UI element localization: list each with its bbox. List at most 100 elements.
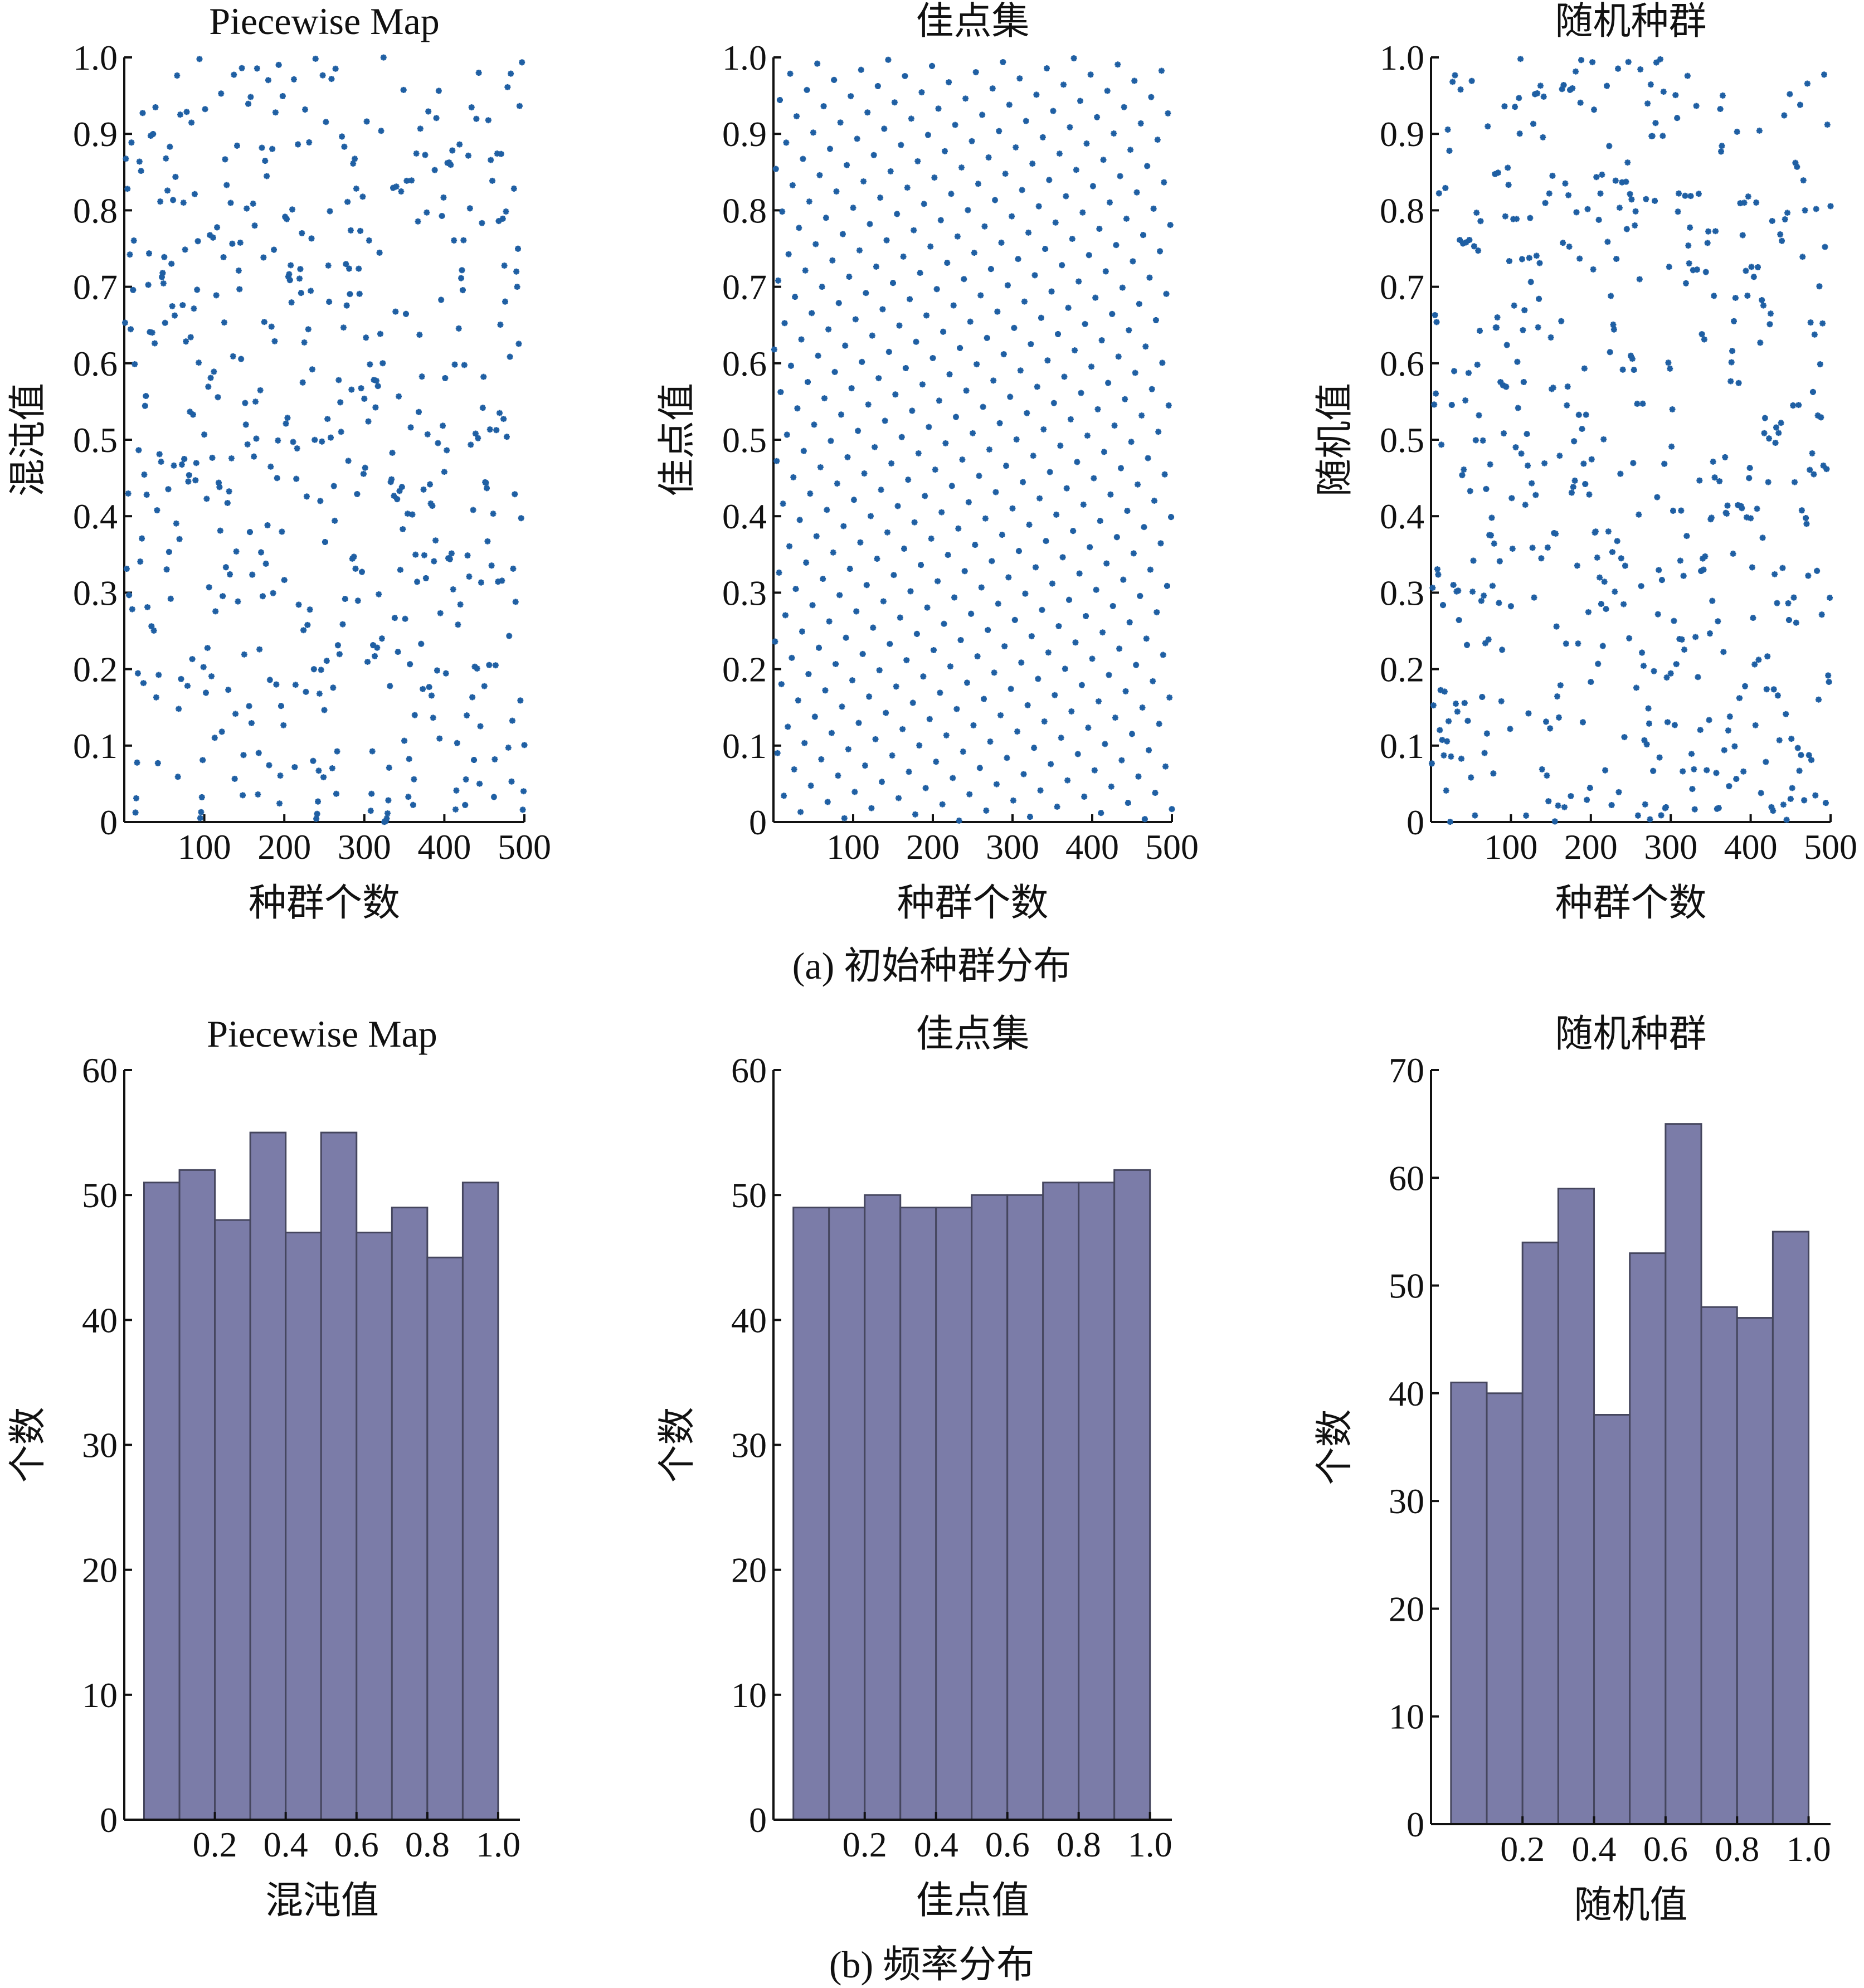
scatter-point [967, 318, 974, 325]
scatter-point [1698, 331, 1705, 338]
scatter-point [495, 218, 502, 225]
scatter-point [1481, 750, 1488, 756]
scatter-point [1579, 719, 1586, 726]
scatter-point [1654, 611, 1661, 618]
scatter-point [836, 592, 843, 599]
scatter-point [842, 342, 849, 349]
scatter-point [1447, 818, 1453, 825]
scatter-point [825, 326, 832, 333]
scatter-point [232, 711, 239, 717]
histogram-bar [356, 1231, 393, 1821]
scatter-point [1166, 694, 1173, 701]
scatter-point [1434, 566, 1440, 572]
scatter-point [320, 774, 327, 781]
scatter-point [1544, 544, 1551, 551]
scatter-point [1565, 192, 1572, 198]
scatter-point [451, 361, 458, 368]
scatter-point [890, 280, 896, 286]
scatter-point [463, 776, 469, 782]
scatter-point [1642, 801, 1648, 808]
scatter-point [1440, 752, 1447, 759]
scatter-point [1573, 209, 1580, 216]
scatter-point [204, 645, 211, 652]
scatter-point [173, 520, 179, 527]
scatter-point [1717, 106, 1724, 113]
scatter-point [1521, 307, 1528, 314]
scatter-point [848, 385, 855, 392]
scatter-point [833, 188, 840, 195]
scatter-point [1630, 460, 1637, 466]
y-tick-label: 0.5 [722, 420, 767, 460]
scatter-point [1671, 618, 1677, 624]
scatter-point [225, 687, 232, 693]
scatter-point [1547, 334, 1554, 341]
scatter-point [516, 103, 523, 109]
scatter-point [1633, 684, 1640, 691]
scatter-point [505, 744, 512, 751]
scatter-point [1608, 293, 1614, 299]
scatter-point [1048, 288, 1055, 295]
scatter-point [1537, 82, 1544, 89]
scatter-point [462, 801, 469, 808]
scatter-point [1730, 318, 1737, 324]
scatter-point [1429, 585, 1436, 591]
x-tick-label: 300 [338, 827, 391, 867]
scatter-point [464, 552, 471, 559]
scatter-point [870, 624, 877, 631]
scatter-point [163, 566, 170, 573]
scatter-point [810, 129, 816, 136]
scatter-point [471, 756, 478, 763]
scatter-point [1568, 793, 1574, 799]
scatter-point [1126, 619, 1133, 626]
scatter-point [903, 657, 910, 664]
scatter-point [240, 752, 247, 759]
scatter-point [796, 517, 803, 523]
scatter-point [831, 76, 838, 83]
scatter-point [1111, 130, 1117, 137]
scatter-point [980, 404, 986, 410]
scatter-point [451, 237, 458, 244]
scatter-point [809, 310, 815, 317]
scatter-point [1457, 86, 1464, 93]
scatter-point [1754, 505, 1760, 512]
scatter-point [883, 709, 889, 716]
scatter-point [912, 811, 919, 818]
scatter-point [820, 103, 827, 110]
scatter-point [1009, 505, 1016, 512]
scatter-point [815, 352, 821, 359]
scatter-point [426, 684, 432, 691]
scatter-point [828, 730, 835, 736]
y-tick-label: 0.3 [1380, 573, 1424, 613]
scatter-point [993, 781, 1000, 788]
scatter-point [975, 181, 982, 187]
scatter-point [1514, 358, 1521, 365]
scatter-point [1517, 56, 1524, 62]
y-tick-label: 0.4 [1380, 497, 1424, 536]
scatter-point [1099, 629, 1106, 636]
scatter-point [963, 387, 970, 394]
scatter-point [953, 706, 960, 712]
scatter-point [183, 109, 190, 115]
scatter-point [1061, 373, 1068, 380]
scatter-point [428, 692, 435, 699]
scatter-point [288, 262, 294, 269]
scatter-point [1733, 776, 1740, 782]
scatter-point [899, 726, 906, 732]
scatter-point [1792, 159, 1799, 166]
scatter-point [876, 667, 883, 674]
scatter-point [983, 807, 990, 814]
scatter-point [1069, 236, 1075, 242]
scatter-point [1074, 751, 1081, 757]
scatter-point [503, 208, 509, 215]
scatter-point [872, 444, 878, 450]
scatter-point [841, 815, 848, 822]
scatter-point [957, 636, 964, 643]
scatter-point [1105, 380, 1112, 386]
scatter-point [1007, 393, 1014, 400]
scatter-point [867, 221, 873, 227]
scatter-point [260, 254, 267, 261]
y-axis-label: 随机值 [1313, 383, 1356, 497]
y-tick-label: 20 [731, 1550, 767, 1590]
scatter-point [1595, 660, 1602, 667]
scatter-point [1560, 240, 1566, 246]
